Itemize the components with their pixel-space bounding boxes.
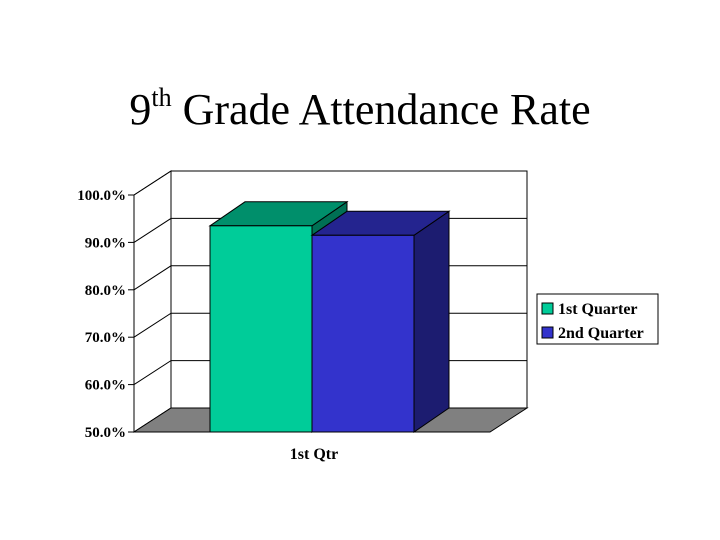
x-category-label: 1st Qtr (290, 446, 338, 463)
y-tick-label: 100.0% (77, 188, 126, 204)
y-tick-label: 70.0% (85, 330, 126, 346)
bars (208, 200, 451, 433)
bar-2 (310, 210, 451, 433)
legend-label: 2nd Quarter (558, 325, 644, 342)
y-tick-label: 80.0% (85, 283, 126, 299)
legend-swatch (541, 326, 554, 339)
legend: 1st Quarter 2nd Quarter (536, 293, 659, 345)
bar-front (311, 234, 415, 433)
title-text: Grade Attendance Rate (182, 85, 591, 134)
bar-front (209, 225, 313, 433)
x-axis-categories: 1st Qtr (290, 446, 338, 463)
chart-title: 9th Grade Attendance Rate (0, 72, 720, 136)
title-superscript: th (151, 83, 172, 112)
bar-side (413, 210, 450, 433)
gridline (133, 170, 527, 196)
title-number: 9 (129, 85, 152, 134)
legend-label: 1st Quarter (558, 301, 638, 318)
y-tick-label: 90.0% (85, 235, 126, 251)
y-tick-label: 50.0% (85, 425, 126, 441)
legend-swatch (541, 302, 554, 315)
side-wall (133, 170, 172, 433)
y-tick-label: 60.0% (85, 378, 126, 394)
legend-box (536, 293, 659, 345)
y-axis-ticks: 100.0% 90.0% 80.0% 70.0% 60.0% 50.0% (77, 188, 134, 441)
